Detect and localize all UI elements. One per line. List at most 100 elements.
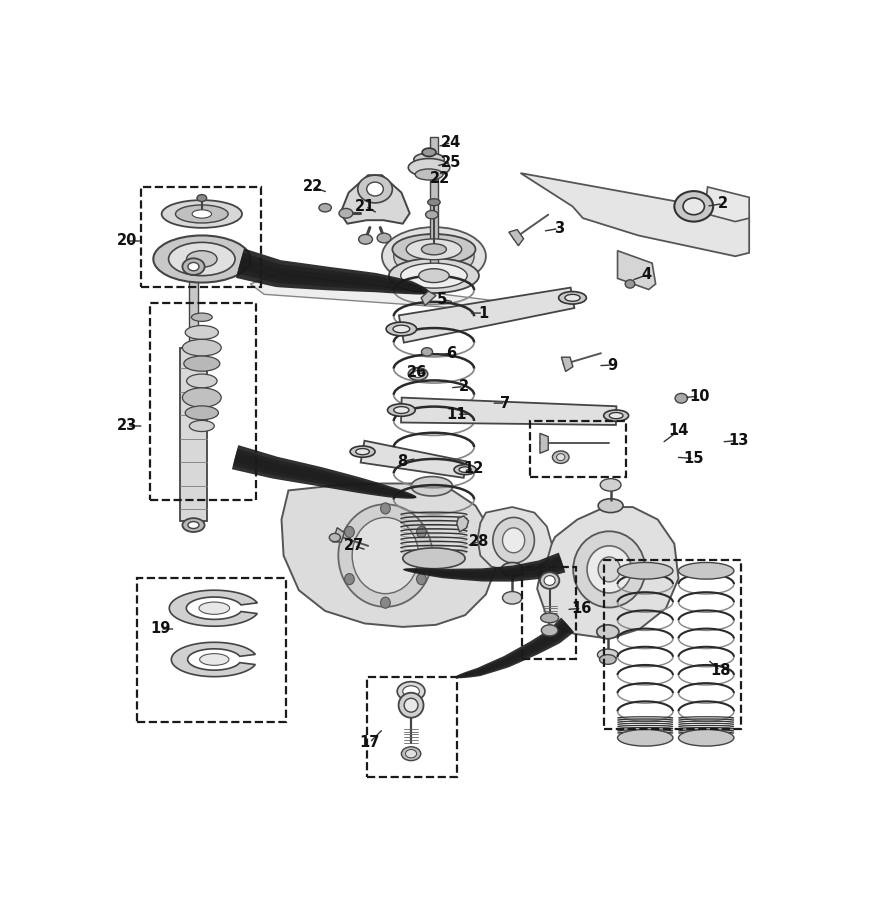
Ellipse shape xyxy=(187,251,217,267)
Ellipse shape xyxy=(552,451,569,463)
Ellipse shape xyxy=(502,592,522,604)
Text: 23: 23 xyxy=(117,418,137,434)
Text: 8: 8 xyxy=(398,454,408,469)
Polygon shape xyxy=(704,187,749,221)
Ellipse shape xyxy=(358,176,392,203)
Ellipse shape xyxy=(674,191,713,221)
Text: 11: 11 xyxy=(446,407,467,422)
Ellipse shape xyxy=(406,750,417,758)
Ellipse shape xyxy=(382,227,486,285)
Ellipse shape xyxy=(389,258,479,293)
Ellipse shape xyxy=(414,153,444,165)
Polygon shape xyxy=(561,357,573,371)
Ellipse shape xyxy=(199,653,229,665)
Polygon shape xyxy=(250,274,538,313)
Ellipse shape xyxy=(603,410,628,421)
Polygon shape xyxy=(341,176,409,223)
Ellipse shape xyxy=(600,479,621,491)
Ellipse shape xyxy=(392,234,476,265)
Ellipse shape xyxy=(393,234,474,278)
Polygon shape xyxy=(282,483,496,627)
Polygon shape xyxy=(537,507,679,639)
Bar xyxy=(137,578,286,721)
Bar xyxy=(189,271,198,347)
Ellipse shape xyxy=(679,730,734,746)
Ellipse shape xyxy=(356,448,369,455)
Ellipse shape xyxy=(565,294,580,301)
Polygon shape xyxy=(360,441,467,478)
Text: 16: 16 xyxy=(571,601,592,616)
Polygon shape xyxy=(455,622,570,677)
Polygon shape xyxy=(457,516,468,532)
Ellipse shape xyxy=(182,518,205,532)
Ellipse shape xyxy=(175,205,228,223)
Polygon shape xyxy=(402,556,564,580)
Text: 13: 13 xyxy=(728,433,748,448)
Ellipse shape xyxy=(411,477,452,496)
Ellipse shape xyxy=(367,182,384,196)
Text: 17: 17 xyxy=(359,735,380,750)
Ellipse shape xyxy=(544,575,555,585)
Ellipse shape xyxy=(415,169,443,180)
Text: 4: 4 xyxy=(642,267,652,282)
Ellipse shape xyxy=(610,413,623,419)
Polygon shape xyxy=(333,528,344,542)
Ellipse shape xyxy=(329,533,341,541)
Ellipse shape xyxy=(192,210,212,218)
Ellipse shape xyxy=(502,562,523,576)
Bar xyxy=(522,567,576,660)
Ellipse shape xyxy=(185,325,218,339)
Ellipse shape xyxy=(339,209,353,218)
Polygon shape xyxy=(169,590,257,626)
Ellipse shape xyxy=(597,625,619,639)
Bar xyxy=(180,347,207,521)
Polygon shape xyxy=(421,291,436,306)
Bar xyxy=(430,137,438,276)
Ellipse shape xyxy=(618,562,673,579)
Ellipse shape xyxy=(426,210,438,219)
Ellipse shape xyxy=(182,258,205,275)
Ellipse shape xyxy=(187,374,217,388)
Ellipse shape xyxy=(683,198,704,215)
Ellipse shape xyxy=(154,235,250,282)
Ellipse shape xyxy=(417,573,426,584)
Text: 18: 18 xyxy=(710,664,730,678)
Ellipse shape xyxy=(540,573,560,589)
Text: 14: 14 xyxy=(669,424,688,438)
Text: 27: 27 xyxy=(344,539,365,553)
Bar xyxy=(150,303,256,500)
Text: 7: 7 xyxy=(501,395,510,411)
Polygon shape xyxy=(232,448,417,498)
Ellipse shape xyxy=(418,268,449,282)
Bar xyxy=(603,560,741,729)
Ellipse shape xyxy=(393,325,409,333)
Polygon shape xyxy=(509,230,524,245)
Polygon shape xyxy=(402,552,565,582)
Ellipse shape xyxy=(350,446,375,458)
Ellipse shape xyxy=(559,291,586,304)
Ellipse shape xyxy=(406,239,461,260)
Ellipse shape xyxy=(459,467,471,472)
Ellipse shape xyxy=(352,517,418,594)
Ellipse shape xyxy=(344,573,354,584)
Text: 25: 25 xyxy=(441,154,461,169)
Polygon shape xyxy=(520,173,749,256)
Ellipse shape xyxy=(182,339,221,356)
Polygon shape xyxy=(232,445,417,499)
Text: 12: 12 xyxy=(463,460,484,476)
Ellipse shape xyxy=(190,421,215,432)
Ellipse shape xyxy=(454,465,477,474)
Text: 3: 3 xyxy=(553,221,564,236)
Ellipse shape xyxy=(402,686,419,697)
Polygon shape xyxy=(399,288,574,343)
Text: 15: 15 xyxy=(684,451,704,466)
Text: 26: 26 xyxy=(407,365,426,380)
Ellipse shape xyxy=(587,546,631,593)
Text: 9: 9 xyxy=(607,357,617,372)
Ellipse shape xyxy=(358,234,373,244)
Text: 24: 24 xyxy=(441,135,461,150)
Bar xyxy=(141,187,261,288)
Text: 28: 28 xyxy=(468,534,489,550)
Ellipse shape xyxy=(417,527,426,538)
Ellipse shape xyxy=(625,279,635,289)
